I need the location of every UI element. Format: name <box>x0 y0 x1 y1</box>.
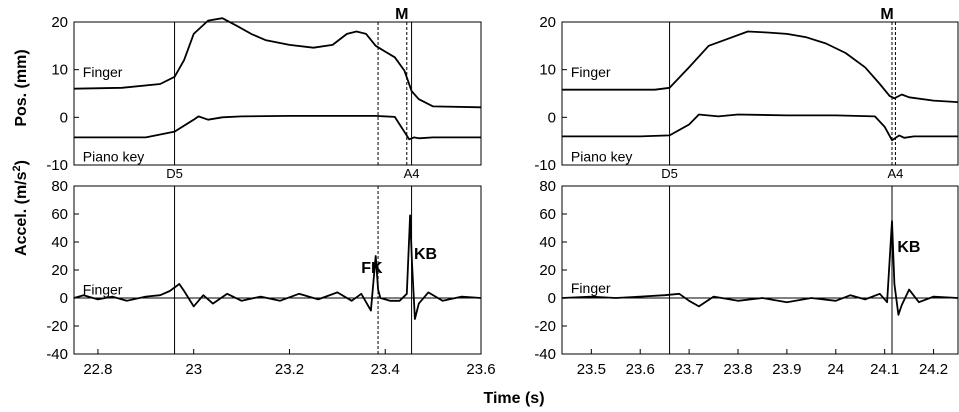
y-tick-label: 10 <box>51 62 68 79</box>
peak-annotation: KB <box>897 239 920 256</box>
peak-annotation: KB <box>414 246 437 263</box>
series-line-piano-key <box>74 115 481 141</box>
y-tick-label: -40 <box>534 346 556 363</box>
panel-right-top: -10 0 10 20 D5 M A4 Finger Piano key <box>534 6 959 181</box>
event-marker-label: D5 <box>661 166 678 181</box>
series-line-finger <box>73 17 482 109</box>
series-label: Finger <box>83 282 123 298</box>
x-tick-label: 23.9 <box>772 361 801 378</box>
series-label: Piano key <box>571 148 632 164</box>
x-tick-label: 23.6 <box>626 361 655 378</box>
panel-left-bottom: -40 -20 0 20 40 60 80 22.8 23 23.2 23.4 23.6 Finger F… <box>46 178 495 378</box>
series-label: Piano key <box>83 148 144 164</box>
series-line-finger <box>73 214 482 320</box>
x-tick-label: 24 <box>827 361 844 378</box>
y-tick-label: 20 <box>51 262 68 279</box>
y-tick-label: 10 <box>539 62 556 79</box>
series-line-finger <box>561 220 959 316</box>
event-marker-label: A4 <box>887 166 903 181</box>
x-tick-label: 24.2 <box>919 361 948 378</box>
plot-frame <box>561 21 959 166</box>
series-label: Finger <box>83 64 123 80</box>
y-tick-label: 20 <box>51 14 68 31</box>
plot-frame <box>73 21 482 166</box>
y-tick-label: 80 <box>539 178 556 195</box>
y-axis-title-acceleration-prefix: Accel. (m/s <box>13 171 30 256</box>
y-axis-title-acceleration-sup: 2 <box>11 165 23 171</box>
event-marker-label: D5 <box>166 166 183 181</box>
y-tick-label: 0 <box>60 109 68 126</box>
y-tick-label: 0 <box>548 290 556 307</box>
x-tick-label: 23.5 <box>577 361 606 378</box>
y-tick-label: -20 <box>534 318 556 335</box>
x-tick-label: 23.6 <box>466 361 495 378</box>
x-tick-label: 23.8 <box>723 361 752 378</box>
x-axis-title: Time (s) <box>483 390 544 407</box>
peak-annotation: FK <box>361 260 383 277</box>
y-tick-label: 20 <box>539 14 556 31</box>
y-tick-label: 60 <box>539 206 556 223</box>
event-marker-label: M <box>880 6 893 23</box>
y-tick-label: -20 <box>46 318 68 335</box>
panel-left-top: -10 0 10 20 D5 M A4 Finger Piano key <box>46 6 482 181</box>
series-label: Finger <box>571 280 611 296</box>
x-tick-label: 22.8 <box>83 361 112 378</box>
x-tick-label: 23.4 <box>371 361 400 378</box>
y-tick-label: -40 <box>46 346 68 363</box>
x-tick-label: 23.7 <box>675 361 704 378</box>
y-tick-label: 0 <box>548 109 556 126</box>
y-axis-title-position: Pos. (mm) <box>13 49 30 126</box>
y-tick-label: -10 <box>46 157 68 174</box>
panel-right-bottom: -40 -20 0 20 40 60 80 23.5 23.6 23.7 23.8 23.9 24 24.… <box>534 178 959 378</box>
y-axis-title-acceleration: Accel. (m/s2) <box>11 160 30 256</box>
y-tick-label: 20 <box>539 262 556 279</box>
y-tick-label: 60 <box>51 206 68 223</box>
y-tick-label: 80 <box>51 178 68 195</box>
x-tick-label: 23 <box>185 361 202 378</box>
x-tick-label: 23.2 <box>275 361 304 378</box>
chart-panels: -10 0 10 20 D5 M A4 Finger Piano key -40 -20 0 20 40 6… <box>46 6 959 378</box>
plot-frame <box>561 185 959 355</box>
y-tick-label: 40 <box>539 234 556 251</box>
event-marker-label: A4 <box>404 166 420 181</box>
plot-frame <box>73 185 482 355</box>
y-tick-label: 40 <box>51 234 68 251</box>
series-label: Finger <box>571 64 611 80</box>
event-marker-label: M <box>395 6 408 23</box>
series-line-piano-key <box>562 113 958 142</box>
x-tick-label: 24.1 <box>870 361 899 378</box>
series-line-finger <box>562 30 959 103</box>
y-tick-label: 0 <box>60 290 68 307</box>
y-tick-label: -10 <box>534 157 556 174</box>
y-axis-title-acceleration-suffix: ) <box>13 160 30 165</box>
